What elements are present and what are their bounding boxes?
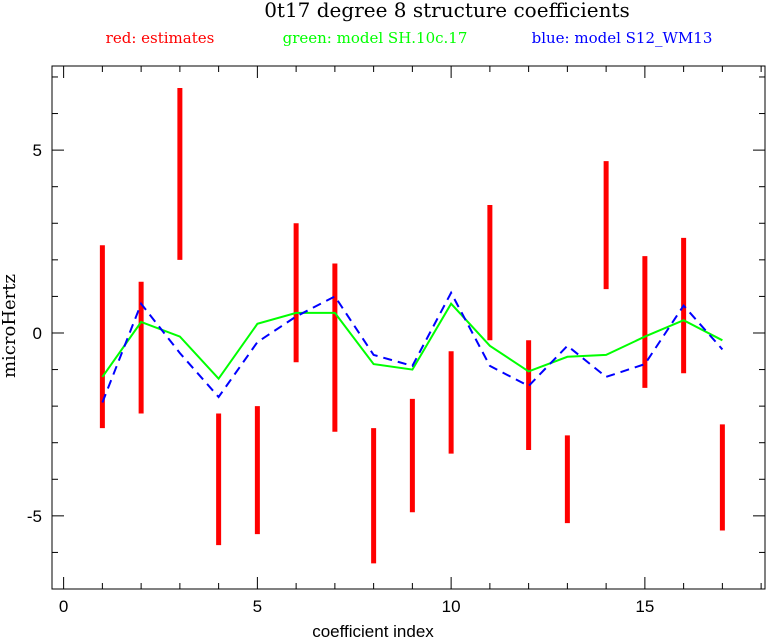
legend-sh10c17: green: model SH.10c.17 (283, 29, 468, 47)
y-tick-label: 0 (33, 324, 42, 343)
x-tick-label: 10 (442, 597, 461, 616)
series-line-s12-wm13 (101, 290, 724, 403)
data-layer (99, 87, 725, 564)
chart-title: 0t17 degree 8 structure coefficients (264, 0, 630, 22)
x-tick-label: 5 (253, 597, 262, 616)
y-axis-label: microHertz (0, 274, 20, 378)
x-tick-label: 15 (635, 597, 654, 616)
legend-estimates: red: estimates (106, 29, 215, 47)
x-axis-label: coefficient index (312, 622, 434, 641)
series-line-sh-10c-17 (101, 302, 723, 381)
legend-s12wm13: blue: model S12_WM13 (532, 29, 713, 47)
plot-frame (51, 65, 766, 590)
x-tick-label: 0 (59, 597, 68, 616)
y-tick-label: -5 (27, 507, 42, 526)
y-tick-label: 5 (33, 141, 42, 160)
ticks-layer: 0 5 10 15 5 0 -5 (27, 66, 765, 616)
